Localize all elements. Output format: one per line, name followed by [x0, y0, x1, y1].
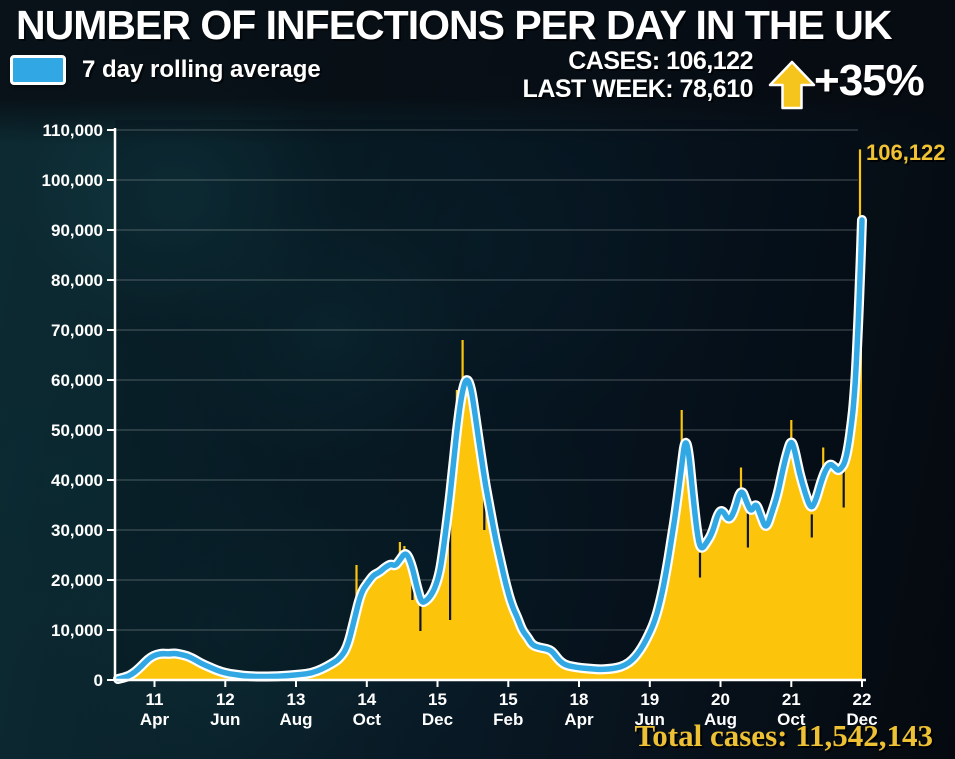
- svg-text:15: 15: [499, 690, 518, 709]
- cases-stat: CASES: 106,122: [568, 47, 753, 75]
- svg-text:Dec: Dec: [422, 710, 453, 729]
- last-week-stat: LAST WEEK: 78,610: [522, 75, 754, 103]
- svg-text:Apr: Apr: [140, 710, 170, 729]
- svg-text:Dec: Dec: [846, 710, 877, 729]
- svg-text:11: 11: [146, 690, 164, 709]
- svg-text:12: 12: [216, 690, 235, 709]
- legend-swatch-rolling-average: [10, 55, 66, 85]
- total-cases-label: Total cases: 11,542,143: [634, 718, 933, 753]
- svg-text:60,000: 60,000: [51, 371, 103, 390]
- svg-text:Aug: Aug: [279, 710, 312, 729]
- svg-text:40,000: 40,000: [51, 471, 103, 490]
- latest-value-callout: 106,122: [866, 140, 946, 165]
- svg-text:15: 15: [428, 690, 447, 709]
- svg-text:Oct: Oct: [777, 710, 806, 729]
- up-arrow-icon: [768, 60, 816, 110]
- svg-text:100,000: 100,000: [42, 171, 103, 190]
- svg-text:0: 0: [94, 671, 103, 690]
- svg-text:Apr: Apr: [564, 710, 594, 729]
- svg-text:Feb: Feb: [493, 710, 523, 729]
- svg-text:70,000: 70,000: [51, 321, 103, 340]
- svg-text:21: 21: [782, 690, 801, 709]
- svg-text:30,000: 30,000: [51, 521, 103, 540]
- svg-text:20,000: 20,000: [51, 571, 103, 590]
- svg-text:Oct: Oct: [353, 710, 382, 729]
- legend-label: 7 day rolling average: [82, 56, 321, 83]
- legend: 7 day rolling average: [10, 55, 321, 85]
- svg-text:Jun: Jun: [635, 710, 665, 729]
- svg-text:13: 13: [287, 690, 306, 709]
- svg-text:20: 20: [711, 690, 730, 709]
- svg-text:14: 14: [357, 690, 376, 709]
- svg-text:Jun: Jun: [210, 710, 240, 729]
- svg-text:50,000: 50,000: [51, 421, 103, 440]
- stats-block: CASES: 106,122 LAST WEEK: 78,610: [522, 47, 754, 103]
- svg-text:10,000: 10,000: [51, 621, 103, 640]
- svg-text:18: 18: [570, 690, 589, 709]
- svg-text:110,000: 110,000: [42, 121, 103, 140]
- svg-text:90,000: 90,000: [51, 221, 103, 240]
- svg-text:19: 19: [640, 690, 659, 709]
- percent-change: +35%: [814, 56, 925, 105]
- chart-title: NUMBER OF INFECTIONS PER DAY IN THE UK: [16, 2, 892, 48]
- svg-text:22: 22: [853, 690, 872, 709]
- svg-text:Aug: Aug: [704, 710, 737, 729]
- svg-text:80,000: 80,000: [51, 271, 103, 290]
